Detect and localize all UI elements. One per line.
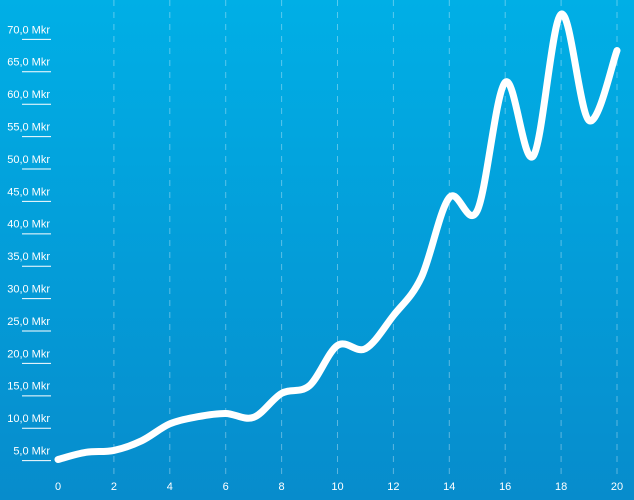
y-tick-label: 10,0 Mkr [7,413,50,425]
x-tick-label: 10 [331,481,343,493]
x-tick-label: 0 [55,481,61,493]
y-tick-label: 70,0 Mkr [7,24,50,36]
y-tick-label: 35,0 Mkr [7,251,50,263]
y-tick-label: 50,0 Mkr [7,154,50,166]
y-tick-label: 15,0 Mkr [7,381,50,393]
y-tick-label: 55,0 Mkr [7,122,50,134]
x-tick-label: 2 [111,481,117,493]
y-tick-label: 60,0 Mkr [7,89,50,101]
x-tick-label: 12 [387,481,399,493]
x-tick-label: 18 [555,481,567,493]
y-tick-label: 20,0 Mkr [7,348,50,360]
y-tick-label: 40,0 Mkr [7,219,50,231]
x-tick-label: 4 [167,481,173,493]
x-tick-label: 20 [611,481,623,493]
y-tick-label: 25,0 Mkr [7,316,50,328]
y-tick-label: 5,0 Mkr [13,446,50,458]
y-tick-label: 65,0 Mkr [7,57,50,69]
x-tick-label: 14 [443,481,455,493]
y-tick-label: 45,0 Mkr [7,186,50,198]
x-tick-label: 16 [499,481,511,493]
x-tick-label: 6 [223,481,229,493]
x-tick-label: 8 [279,481,285,493]
line-series [54,10,621,463]
y-tick-label: 30,0 Mkr [7,284,50,296]
